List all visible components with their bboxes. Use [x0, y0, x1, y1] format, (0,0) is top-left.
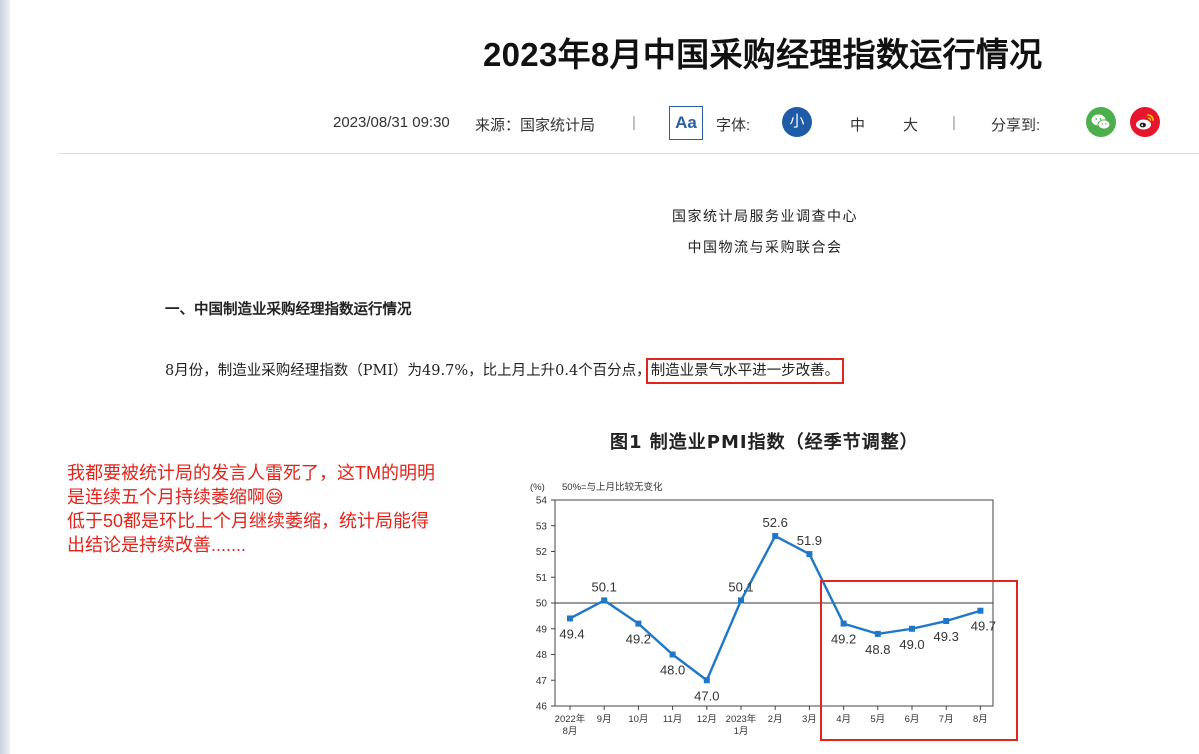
font-toggle-button[interactable]: Aa	[669, 106, 703, 140]
data-label: 48.8	[865, 642, 890, 657]
data-point	[635, 620, 642, 627]
summary-text: 8月份，制造业采购经理指数（PMI）为49.7%，比上月上升0.4个百分点，	[165, 363, 651, 379]
data-label: 49.2	[831, 632, 856, 647]
publisher-org-1: 国家统计局服务业调查中心	[672, 209, 858, 225]
window-edge	[0, 0, 10, 754]
data-point	[772, 533, 779, 540]
data-point	[943, 618, 950, 625]
data-label: 49.2	[626, 632, 651, 647]
data-label: 52.6	[763, 515, 788, 530]
font-size-small-button[interactable]: 小	[782, 107, 812, 137]
weibo-icon[interactable]	[1130, 107, 1160, 137]
x-tick-label: 3月	[802, 714, 817, 725]
article-title: 2023年8月中国采购经理指数运行情况	[483, 36, 1043, 73]
x-tick-label: 2022年	[555, 713, 586, 725]
section-heading: 一、中国制造业采购经理指数运行情况	[165, 301, 412, 318]
data-point	[669, 651, 676, 658]
x-tick-label: 4月	[836, 714, 851, 725]
data-label: 49.0	[899, 637, 924, 652]
data-point	[977, 607, 984, 614]
font-size-medium-button[interactable]: 中	[850, 117, 866, 134]
y-tick-label: 51	[536, 573, 548, 584]
font-size-large-button[interactable]: 大	[903, 117, 919, 134]
meta-separator: |	[952, 114, 956, 131]
summary-paragraph: 8月份，制造业采购经理指数（PMI）为49.7%，比上月上升0.4个百分点，制造…	[165, 358, 845, 384]
wechat-icon[interactable]	[1086, 107, 1116, 137]
data-point	[738, 597, 744, 604]
x-tick-label: 8月	[563, 726, 578, 737]
publisher-org-2: 中国物流与采购联合会	[687, 240, 843, 256]
x-tick-label: 11月	[663, 714, 682, 725]
x-tick-label: 6月	[905, 714, 920, 725]
data-point	[567, 615, 573, 622]
article-source: 来源：国家统计局	[475, 117, 596, 134]
highlighted-conclusion: 制造业景气水平进一步改善。	[645, 358, 845, 384]
share-label: 分享到:	[991, 117, 1041, 134]
x-tick-label: 1月	[734, 726, 749, 737]
data-point	[840, 620, 847, 627]
data-label: 47.0	[694, 688, 719, 703]
data-label: 48.0	[660, 663, 685, 678]
data-label: 49.7	[971, 619, 996, 634]
x-tick-label: 2月	[768, 714, 783, 725]
data-label: 50.1	[728, 579, 753, 594]
data-point	[703, 677, 710, 684]
y-tick-label: 46	[536, 702, 548, 713]
publish-datetime: 2023/08/31 09:30	[333, 114, 450, 131]
data-label: 49.4	[559, 626, 584, 641]
y-axis-unit: (%)	[530, 482, 545, 493]
chart-title: 图1 制造业PMI指数（经季节调整）	[610, 432, 919, 453]
data-label: 50.1	[592, 579, 617, 594]
meta-separator: |	[632, 114, 636, 131]
x-tick-label: 8月	[973, 714, 988, 725]
legend-note: 50%=与上月比较无变化	[562, 481, 663, 493]
y-tick-label: 49	[536, 624, 548, 635]
x-tick-label: 5月	[870, 714, 885, 725]
y-tick-label: 48	[536, 650, 548, 661]
y-tick-label: 47	[536, 676, 548, 687]
y-tick-label: 54	[536, 496, 548, 507]
x-tick-label: 9月	[597, 714, 612, 725]
data-point	[806, 551, 813, 558]
y-tick-label: 50	[536, 599, 548, 610]
highlight-box	[820, 580, 1018, 741]
data-point	[874, 630, 881, 637]
red-annotation-note: 我都要被统计局的发言人雷死了，这TM的明明 是连续五个月持续萎缩啊😅 低于50都…	[67, 463, 435, 555]
data-label: 51.9	[797, 533, 822, 548]
x-tick-label: 10月	[628, 714, 648, 725]
x-tick-label: 2023年	[726, 713, 757, 725]
font-size-label: 字体:	[716, 117, 751, 134]
data-label: 49.3	[934, 629, 959, 644]
article-meta-bar: 2023/08/31 09:30 来源：国家统计局 | Aa 字体: 小 中 大…	[0, 104, 1199, 144]
data-point	[601, 597, 608, 604]
y-tick-label: 53	[536, 521, 548, 532]
data-point	[909, 625, 915, 632]
x-tick-label: 12月	[697, 714, 717, 725]
x-tick-label: 7月	[939, 714, 954, 725]
header-divider	[58, 153, 1199, 154]
y-tick-label: 52	[536, 547, 548, 558]
